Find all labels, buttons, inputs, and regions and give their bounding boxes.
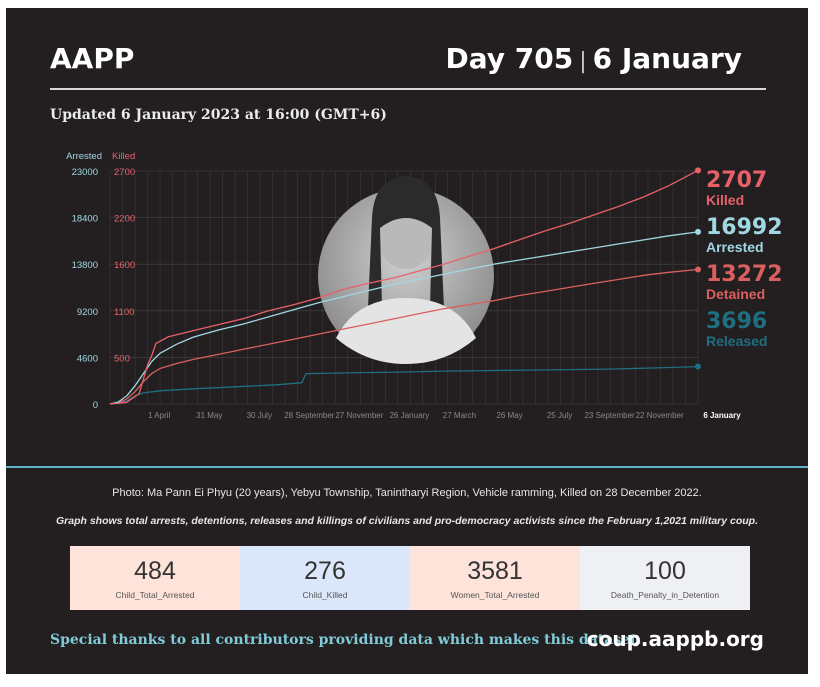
series-endpoint-detained (695, 266, 701, 273)
day-date: 6 January (592, 42, 742, 75)
stats-row: 484 Child_Total_Arrested 276 Child_Kille… (70, 546, 750, 610)
stat-value: 276 (304, 556, 346, 585)
x-tick-label: 25 July (547, 411, 572, 420)
x-tick-label: 26 May (496, 411, 522, 420)
x-tick-label: 27 March (443, 411, 476, 420)
x-tick-label: 1 April (148, 411, 170, 420)
timeline-chart: 23000 2700 18400 2200 13800 1600 9200 1100 4600 5… (66, 151, 783, 420)
stat-label: Child_Killed (302, 589, 348, 600)
day-separator: | (579, 49, 587, 74)
x-tick-label: 31 May (196, 411, 222, 420)
stat-value: 100 (644, 556, 686, 585)
updated-timestamp: Updated 6 January 2023 at 16:00 (GMT+6) (50, 107, 387, 123)
end-value-killed: 2707 (706, 168, 767, 193)
x-tick-label: 27 November (335, 411, 383, 420)
day-number: Day 705 (445, 42, 574, 75)
stat-label: Child_Total_Arrested (115, 589, 195, 600)
series-line-arrested (109, 231, 699, 405)
series-line-detained (109, 268, 699, 405)
end-name-detained: Detained (706, 286, 765, 302)
portrait-shirt (336, 298, 476, 364)
right-tick-label: 1600 (114, 260, 135, 271)
left-tick-label: 13800 (72, 260, 98, 271)
end-name-killed: Killed (706, 192, 744, 208)
stat-card-death-penalty: 100 Death_Penalty_in_Detention (580, 546, 750, 610)
end-value-released: 3696 (706, 309, 767, 334)
stat-card-child-arrested: 484 Child_Total_Arrested (70, 546, 240, 610)
series-endpoint-released (695, 363, 701, 370)
series-endpoint-arrested (695, 228, 701, 235)
left-tick-label: 18400 (72, 214, 98, 225)
right-tick-label: 500 (114, 353, 130, 364)
right-tick-label: 2200 (114, 214, 135, 225)
x-tick-label: 23 September (584, 411, 635, 420)
stat-label: Death_Penalty_in_Detention (610, 589, 720, 600)
x-end-label: 6 January (703, 411, 741, 420)
stat-card-child-killed: 276 Child_Killed (240, 546, 410, 610)
series-line-killed (109, 169, 699, 405)
stat-card-women-arrested: 3581 Women_Total_Arrested (410, 546, 580, 610)
website-link[interactable]: coup.aappb.org (586, 627, 764, 651)
infographic-panel: AAPP Day 705 | 6 January Updated 6 January… (6, 8, 808, 674)
brand-title: AAPP (50, 42, 135, 75)
end-value-arrested: 16992 (706, 215, 783, 240)
left-axis-title: Arrested (66, 151, 102, 162)
stat-value: 484 (134, 556, 176, 585)
x-tick-label: 30 July (247, 411, 272, 420)
left-tick-label: 0 (93, 400, 98, 411)
right-axis-title: Killed (112, 151, 135, 162)
left-tick-label: 23000 (72, 167, 98, 178)
end-value-detained: 13272 (706, 262, 783, 287)
x-tick-label: 26 January (390, 411, 430, 420)
end-name-arrested: Arrested (706, 239, 764, 255)
series-line-released (109, 365, 699, 405)
header-divider (50, 88, 766, 90)
section-divider (6, 466, 808, 468)
day-counter: Day 705 | 6 January (445, 42, 742, 75)
right-tick-label: 2700 (114, 167, 135, 178)
left-tick-label: 9200 (77, 307, 98, 318)
left-tick-label: 4600 (77, 353, 98, 364)
graph-caption: Graph shows total arrests, detentions, r… (56, 515, 758, 527)
photo-caption: Photo: Ma Pann Ei Phyu (20 years), Yebyu… (112, 487, 702, 499)
end-name-released: Released (706, 333, 767, 349)
thanks-note: Special thanks to all contributors provi… (50, 632, 642, 648)
right-tick-label: 1100 (114, 307, 134, 318)
x-tick-label: 28 September (284, 411, 335, 420)
stat-value: 3581 (467, 556, 523, 585)
series-endpoint-killed (695, 167, 701, 174)
stat-label: Women_Total_Arrested (450, 589, 540, 600)
portrait-hair (368, 176, 444, 308)
x-tick-label: 22 November (636, 411, 684, 420)
